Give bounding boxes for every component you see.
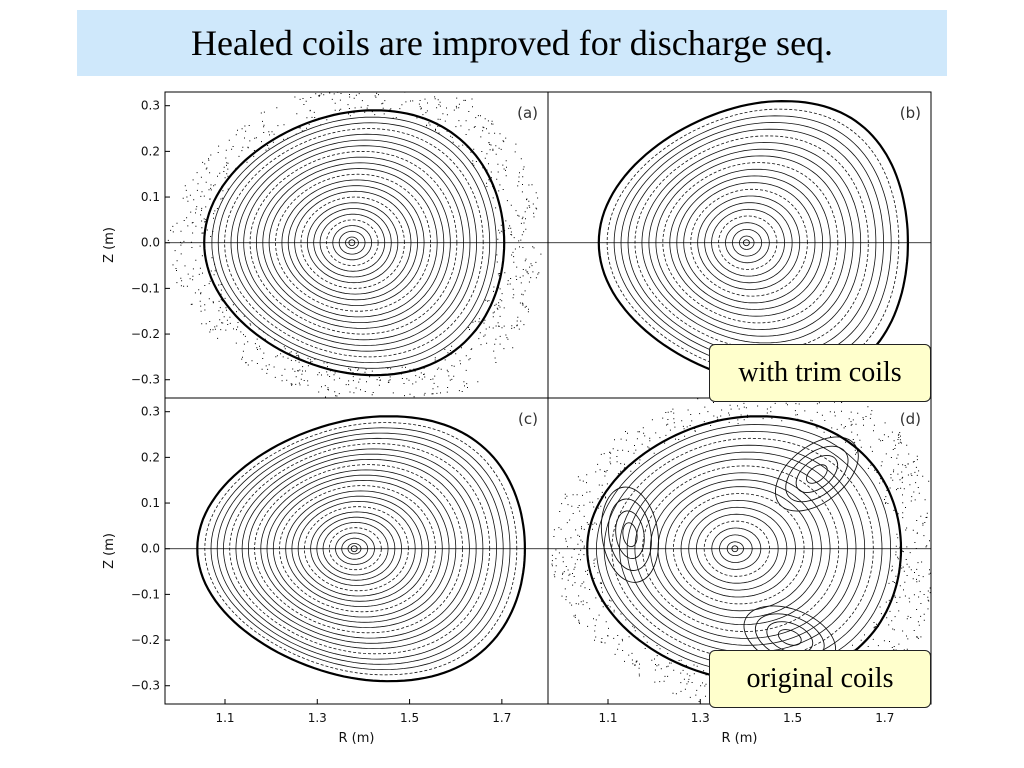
- y-tick-label: 0.0: [141, 236, 160, 250]
- flux-surface: [224, 128, 484, 358]
- island-contour: [785, 445, 849, 503]
- panel-label: (b): [900, 104, 921, 122]
- flux-surface: [300, 196, 405, 289]
- island-contour: [615, 510, 645, 560]
- island-contour: [777, 629, 802, 646]
- callout-trim-text: with trim coils: [738, 357, 902, 388]
- x-tick-label: 1.1: [215, 711, 234, 725]
- callout-original-text: original coils: [746, 663, 894, 694]
- panel-label: (d): [900, 410, 921, 428]
- panel-c: (c) 0.3 0.2 0.1 0.0 −0.1 −0.2 −0.3 Z (m) 1.1 1.3 1.…: [102, 397, 549, 746]
- x-tick-label: 1.3: [691, 711, 710, 725]
- flux-surface: [673, 493, 805, 605]
- x-axis-label: R (m): [722, 731, 758, 746]
- callout-with-trim-coils: with trim coils: [709, 344, 931, 402]
- panel-label: (a): [517, 104, 538, 122]
- y-tick-label: −0.1: [131, 281, 160, 295]
- x-tick-label: 1.5: [400, 711, 419, 725]
- y-tick-label: 0.1: [141, 496, 160, 510]
- y-tick-label: 0.1: [141, 190, 160, 204]
- panel-label: (c): [518, 410, 538, 428]
- slide-title-bar: Healed coils are improved for discharge …: [77, 10, 947, 76]
- flux-surface: [304, 506, 409, 592]
- island-contour: [795, 455, 839, 493]
- flux-surface: [611, 437, 874, 660]
- y-tick-label: 0.3: [141, 405, 160, 419]
- y-tick-label: −0.2: [131, 633, 160, 647]
- x-axis-label: R (m): [339, 731, 375, 746]
- island-contour: [775, 436, 859, 512]
- y-tick-label: 0.2: [141, 450, 160, 464]
- x-tick-label: 1.5: [783, 711, 802, 725]
- island-contour: [608, 498, 652, 571]
- y-axis-label: Z (m): [102, 533, 117, 569]
- island-contour: [806, 464, 828, 484]
- stochastic-points: [167, 92, 542, 398]
- x-tick-label: 1.7: [875, 711, 894, 725]
- y-tick-label: 0.3: [141, 99, 160, 113]
- x-tick-label: 1.1: [598, 711, 617, 725]
- y-tick-label: 0.0: [141, 542, 160, 556]
- y-tick-label: 0.2: [141, 144, 160, 158]
- y-tick-label: −0.2: [131, 327, 160, 341]
- island-contour: [600, 486, 660, 583]
- y-tick-label: −0.3: [131, 373, 160, 387]
- y-axis-label: Z (m): [102, 227, 117, 263]
- island-contour: [622, 522, 638, 548]
- flux-surface: [275, 173, 431, 312]
- x-tick-label: 1.3: [308, 711, 327, 725]
- y-tick-label: −0.1: [131, 587, 160, 601]
- flux-surface: [662, 162, 839, 324]
- slide-title: Healed coils are improved for discharge …: [190, 23, 834, 63]
- panel-a: (a) 0.3 0.2 0.1 0.0 −0.1 −0.2 −0.3 Z (m): [102, 91, 549, 399]
- x-tick-label: 1.7: [492, 711, 511, 725]
- flux-surface: [642, 465, 840, 632]
- callout-original-coils: original coils: [709, 650, 931, 708]
- y-tick-label: −0.3: [131, 679, 160, 693]
- flux-surface: [703, 520, 770, 577]
- panel-frame: [164, 91, 549, 399]
